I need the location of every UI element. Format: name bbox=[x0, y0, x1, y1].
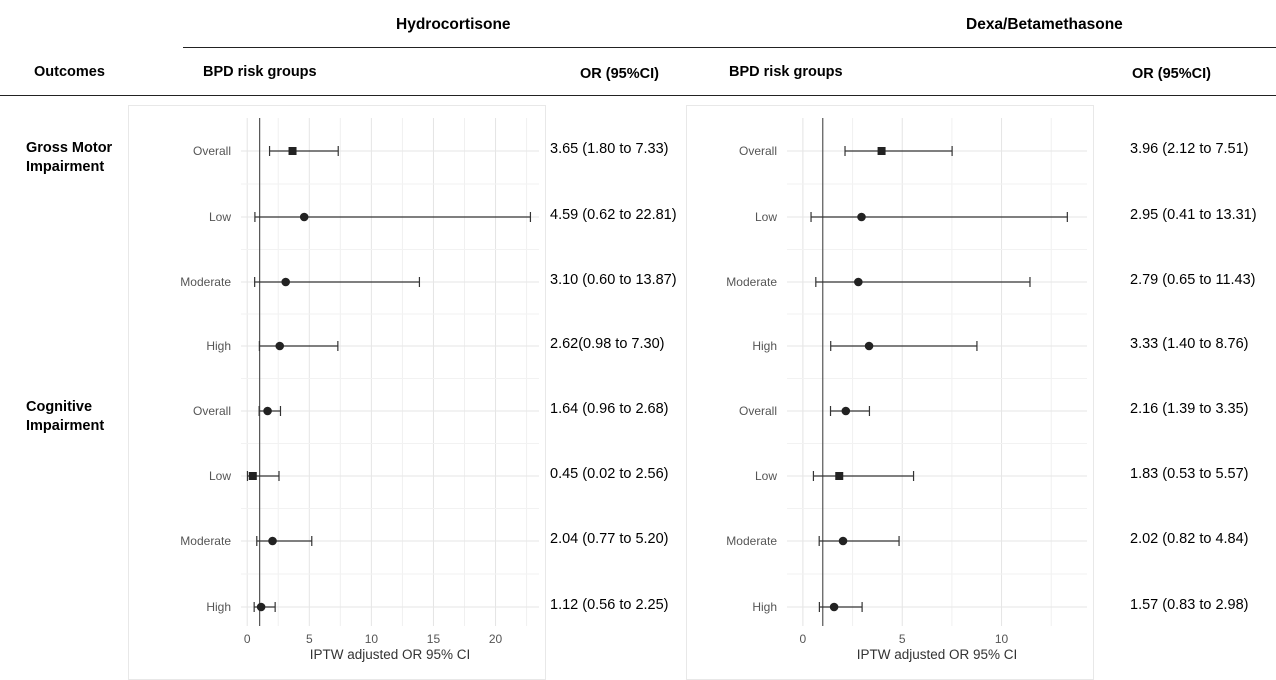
ci-row bbox=[818, 536, 900, 546]
point-estimate bbox=[841, 406, 851, 416]
category-label: High bbox=[206, 339, 231, 353]
plot-area bbox=[787, 118, 1087, 626]
point-estimate bbox=[857, 212, 866, 222]
x-tick-label: 20 bbox=[489, 632, 503, 646]
or-ci-value: 2.04 (0.77 to 5.20) bbox=[550, 531, 669, 547]
category-label: Overall bbox=[193, 144, 231, 158]
ci-row bbox=[812, 471, 915, 481]
ci-row bbox=[844, 146, 953, 156]
or-ci-value: 3.65 (1.80 to 7.33) bbox=[550, 141, 669, 157]
category-label: Low bbox=[209, 210, 231, 224]
ci-row bbox=[268, 146, 339, 156]
ci-row bbox=[810, 212, 1068, 222]
category-label: High bbox=[752, 600, 777, 614]
or-ci-value: 2.62(0.98 to 7.30) bbox=[550, 336, 665, 352]
category-label: Moderate bbox=[726, 534, 777, 548]
category-label: Low bbox=[209, 469, 231, 483]
x-tick-label: 0 bbox=[244, 632, 251, 646]
category-label: Overall bbox=[739, 144, 777, 158]
or-ci-value: 3.96 (2.12 to 7.51) bbox=[1130, 141, 1249, 157]
point-estimate bbox=[268, 536, 277, 546]
point-estimate bbox=[256, 602, 266, 612]
header-top-rule bbox=[183, 47, 1276, 48]
point-estimate bbox=[838, 536, 848, 546]
hydrocortisone-forest-plot: Overall Low Moderate High Overall Low Moderate… bbox=[128, 105, 546, 680]
dexa-bpd-risk-groups-header: BPD risk groups bbox=[729, 64, 843, 80]
outcome-label-cognitive: Cognitive Impairment bbox=[26, 398, 104, 436]
category-label: Overall bbox=[193, 404, 231, 418]
outcome-label-gross-motor: Gross Motor Impairment bbox=[26, 139, 112, 177]
ci-row bbox=[818, 602, 863, 612]
ci-row bbox=[253, 602, 276, 612]
or-ci-value: 1.12 (0.56 to 2.25) bbox=[550, 597, 669, 613]
ci-row bbox=[815, 277, 1031, 287]
point-estimate bbox=[854, 277, 863, 287]
point-estimate bbox=[275, 341, 285, 351]
or-ci-value: 3.33 (1.40 to 8.76) bbox=[1130, 336, 1249, 352]
ci-row bbox=[246, 471, 280, 481]
or-ci-value: 2.79 (0.65 to 11.43) bbox=[1130, 272, 1256, 288]
or-ci-value: 1.64 (0.96 to 2.68) bbox=[550, 401, 669, 417]
gridlines bbox=[787, 118, 1087, 626]
hydro-or-ci-header: OR (95%CI) bbox=[580, 66, 659, 82]
point-estimate bbox=[299, 212, 309, 222]
x-tick-label: 5 bbox=[899, 632, 906, 646]
or-ci-value: 1.83 (0.53 to 5.57) bbox=[1130, 466, 1249, 482]
ci-row bbox=[254, 212, 532, 222]
outcome-line1: Gross Motor bbox=[26, 140, 113, 156]
x-axis-title: IPTW adjusted OR 95% CI bbox=[310, 647, 471, 662]
point-estimate bbox=[281, 277, 290, 287]
dexa-betamethasone-forest-plot: Overall Low Moderate High Overall Low Moderate… bbox=[686, 105, 1094, 680]
ci-row bbox=[258, 341, 339, 351]
point-estimate bbox=[877, 147, 886, 155]
x-tick-label: 0 bbox=[800, 632, 807, 646]
or-ci-value: 2.95 (0.41 to 13.31) bbox=[1130, 207, 1257, 223]
ci-row bbox=[254, 277, 421, 287]
point-estimate bbox=[263, 406, 272, 416]
or-ci-value: 2.02 (0.82 to 4.84) bbox=[1130, 531, 1249, 547]
x-axis-title: IPTW adjusted OR 95% CI bbox=[857, 647, 1018, 662]
ci-row bbox=[256, 536, 313, 546]
hydro-bpd-risk-groups-header: BPD risk groups bbox=[203, 64, 317, 80]
outcome-line2: Impairment bbox=[26, 418, 105, 434]
x-tick-label: 15 bbox=[427, 632, 441, 646]
plot-area bbox=[241, 118, 539, 626]
category-label: Moderate bbox=[180, 534, 231, 548]
hydrocortisone-title: Hydrocortisone bbox=[396, 16, 511, 33]
or-ci-value: 2.16 (1.39 to 3.35) bbox=[1130, 401, 1249, 417]
point-estimate bbox=[835, 472, 844, 480]
or-ci-value: 0.45 (0.02 to 2.56) bbox=[550, 466, 669, 482]
outcomes-header: Outcomes bbox=[34, 64, 105, 80]
x-tick-label: 5 bbox=[306, 632, 313, 646]
category-label: Moderate bbox=[180, 275, 231, 289]
point-estimate bbox=[248, 472, 257, 480]
dexa-betamethasone-title: Dexa/Betamethasone bbox=[966, 16, 1123, 33]
outcome-line1: Cognitive bbox=[26, 399, 93, 415]
category-label: High bbox=[752, 339, 777, 353]
or-ci-value: 3.10 (0.60 to 13.87) bbox=[550, 272, 677, 288]
ci-row bbox=[830, 341, 978, 351]
ci-row bbox=[829, 406, 871, 416]
x-tick-label: 10 bbox=[365, 632, 379, 646]
or-ci-value: 4.59 (0.62 to 22.81) bbox=[550, 207, 677, 223]
point-estimate bbox=[829, 602, 839, 612]
outcome-line2: Impairment bbox=[26, 159, 105, 175]
point-estimate bbox=[864, 341, 874, 351]
category-label: Low bbox=[755, 210, 777, 224]
category-label: Moderate bbox=[726, 275, 777, 289]
or-ci-value: 1.57 (0.83 to 2.98) bbox=[1130, 597, 1249, 613]
category-label: High bbox=[206, 600, 231, 614]
header-bottom-rule bbox=[0, 95, 1276, 96]
category-label: Low bbox=[755, 469, 777, 483]
ci-row bbox=[258, 406, 282, 416]
x-tick-label: 10 bbox=[995, 632, 1009, 646]
point-estimate bbox=[288, 147, 297, 155]
category-label: Overall bbox=[739, 404, 777, 418]
dexa-or-ci-header: OR (95%CI) bbox=[1132, 66, 1211, 82]
